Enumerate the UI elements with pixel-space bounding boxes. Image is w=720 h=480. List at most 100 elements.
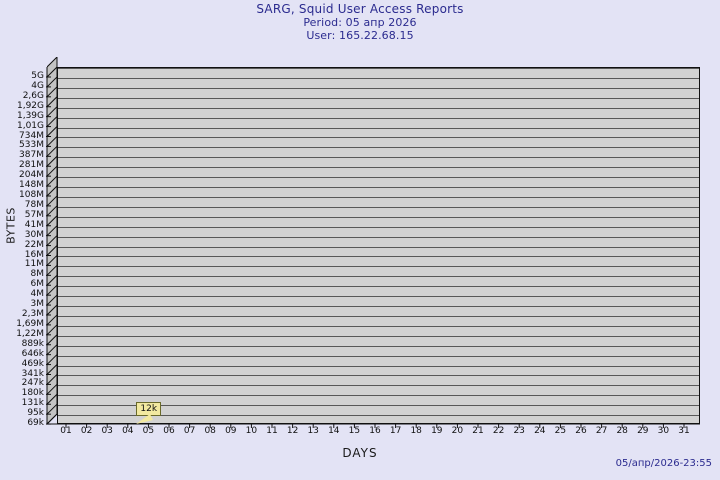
gridline (58, 296, 699, 297)
gridline (58, 227, 699, 228)
y-tick-label: 204M (19, 170, 44, 181)
y-tick-label: 57M (24, 209, 44, 220)
gridline (58, 356, 699, 357)
report-user: User: 165.22.68.15 (306, 29, 414, 42)
y-tick-label: 387M (19, 150, 44, 161)
x-tick-label: 16 (369, 426, 381, 436)
x-tick-label: 04 (122, 426, 134, 436)
y-tick-label: 734M (19, 130, 44, 141)
gridline (58, 306, 699, 307)
x-tick-label: 07 (183, 426, 196, 436)
gridline (58, 98, 699, 99)
gridline (58, 187, 699, 188)
gridline (58, 266, 699, 267)
x-tick-label: 06 (163, 426, 175, 436)
y-tick-label: 1,22M (16, 328, 44, 339)
gridline (58, 276, 699, 277)
x-tick-label: 20 (451, 426, 464, 436)
y-tick-label: 2,6G (22, 90, 44, 101)
gridline (58, 326, 699, 327)
y-tick-label: 41M (24, 219, 44, 230)
y-tick-label: 3M (30, 299, 45, 310)
x-tick-label: 25 (554, 426, 567, 436)
gridline (58, 68, 699, 69)
x-tick-label: 31 (678, 426, 690, 436)
x-tick-label: 13 (307, 426, 319, 436)
x-tick-label: 08 (204, 426, 216, 436)
gridline (58, 128, 699, 129)
y-tick-label: 95k (27, 408, 44, 419)
gridline (58, 137, 699, 138)
x-tick-label: 27 (595, 426, 608, 436)
gridline (58, 147, 699, 148)
y-tick-label: 108M (19, 190, 44, 200)
gridline (58, 385, 699, 386)
x-tick-label: 01 (60, 426, 72, 436)
gridline (58, 237, 699, 238)
x-tick-label: 09 (225, 426, 237, 436)
y-tick-label: 11M (24, 259, 44, 270)
gridline (58, 247, 699, 248)
x-tick-label: 11 (266, 426, 278, 436)
y-tick-label: 1,39G (16, 110, 44, 121)
x-tick-label: 21 (472, 426, 484, 436)
y-tick-label: 148M (19, 180, 44, 191)
y-tick-label: 6M (30, 279, 45, 290)
y-tick-label: 646k (21, 348, 44, 359)
x-tick-label: 17 (389, 426, 402, 436)
generated-timestamp: 05/апр/2026-23:55 (615, 458, 712, 469)
x-tick-label: 10 (245, 426, 258, 436)
gridline (58, 405, 699, 406)
x-tick-label: 18 (410, 426, 422, 436)
x-tick-label: 05 (142, 426, 155, 436)
report-period: Period: 05 апр 2026 (303, 16, 417, 29)
y-tick-label: 16M (24, 249, 44, 260)
gridline (58, 395, 699, 396)
gridline (58, 197, 699, 198)
y-tick-label: 341k (21, 368, 44, 379)
plot-area (47, 57, 700, 424)
gridline (58, 336, 699, 337)
x-tick-label: 02 (80, 426, 93, 436)
y-tick-label: 1,92G (16, 100, 44, 111)
gridline (58, 177, 699, 178)
gridline (58, 88, 699, 89)
y-tick-label: 30M (24, 229, 44, 240)
gridline (58, 415, 699, 416)
gridline (58, 346, 699, 347)
y-tick-label: 469k (21, 358, 44, 369)
plot-face (57, 67, 700, 424)
y-tick-label: 281M (19, 160, 44, 171)
y-tick-label: 889k (21, 338, 44, 349)
y-tick-label: 4M (30, 289, 45, 300)
x-tick-label: 23 (513, 426, 525, 436)
y-tick-label: 69k (27, 418, 44, 429)
y-tick-label: 22M (24, 239, 44, 250)
gridline (58, 256, 699, 257)
x-tick-label: 12 (286, 426, 299, 436)
y-tick-label: 4G (31, 80, 44, 91)
x-tick-label: 28 (616, 426, 628, 436)
y-tick-label: 1,01G (16, 120, 44, 131)
y-tick-label: 2,3M (21, 309, 44, 319)
x-tick-label: 15 (348, 426, 361, 436)
gridlines (58, 68, 699, 423)
gridline (58, 286, 699, 287)
gridline (58, 375, 699, 376)
x-tick-label: 14 (328, 426, 340, 436)
gridline (58, 207, 699, 208)
x-tick-label: 24 (534, 426, 546, 436)
page-title: SARG, Squid User Access Reports (256, 2, 464, 16)
y-tick-label: 247k (21, 378, 44, 389)
x-tick-label: 26 (575, 426, 587, 436)
gridline (58, 108, 699, 109)
y-tick-label: 8M (30, 269, 45, 280)
x-tick-label: 22 (492, 426, 505, 436)
gridline (58, 118, 699, 119)
gridline (58, 316, 699, 317)
gridline (58, 78, 699, 79)
chart-title-block: SARG, Squid User Access Reports Period: … (0, 2, 720, 43)
gridline (58, 167, 699, 168)
